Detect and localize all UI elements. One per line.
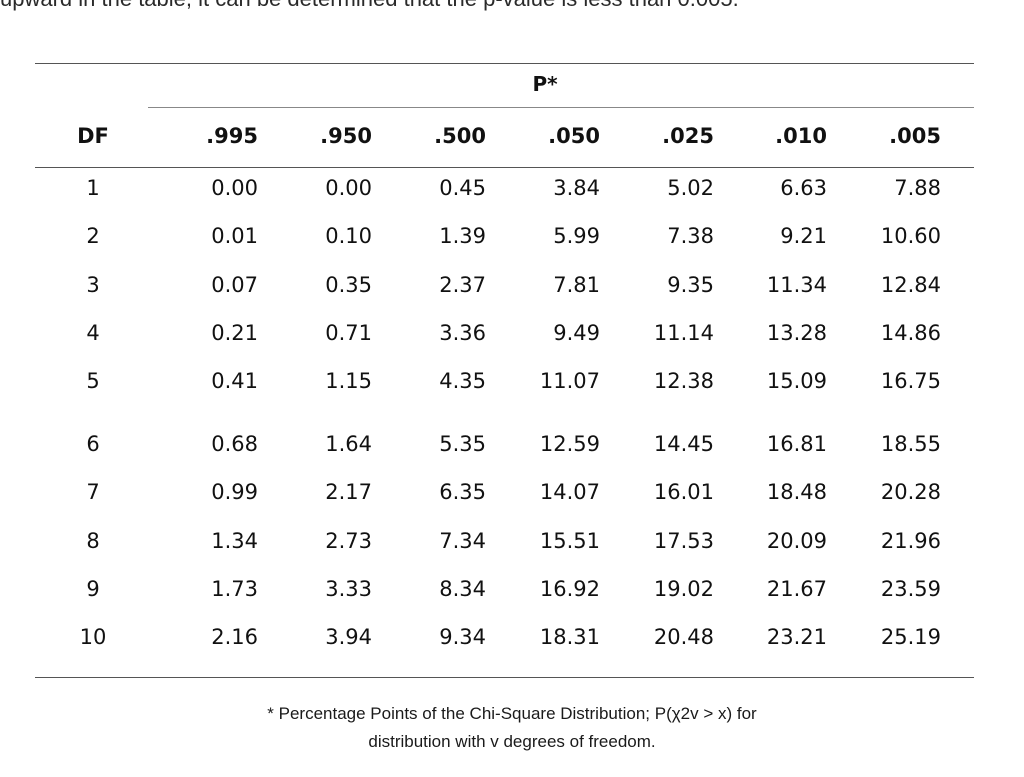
table-cell: 0.99 — [211, 480, 258, 504]
table-cell: 17.53 — [653, 529, 714, 553]
df-cell: 7 — [86, 480, 100, 504]
table-cell: 20.09 — [766, 529, 827, 553]
table-cell: 6.35 — [439, 480, 486, 504]
table-cell: 16.75 — [880, 369, 941, 393]
table-cell: 15.09 — [766, 369, 827, 393]
table-cell: 20.28 — [880, 480, 941, 504]
table-bottom-rule — [35, 677, 974, 678]
column-header-p: .025 — [662, 124, 714, 148]
table-cell: 18.55 — [880, 432, 941, 456]
table-cell: 16.01 — [653, 480, 714, 504]
df-cell: 5 — [86, 369, 100, 393]
table-cell: 25.19 — [880, 625, 941, 649]
table-cell: 10.60 — [880, 224, 941, 248]
header-rule — [35, 167, 974, 168]
table-cell: 0.21 — [211, 321, 258, 345]
table-cell: 0.01 — [211, 224, 258, 248]
table-cell: 11.14 — [653, 321, 714, 345]
table-cell: 16.92 — [539, 577, 600, 601]
table-cell: 1.73 — [211, 577, 258, 601]
df-cell: 1 — [86, 176, 100, 200]
table-cell: 11.34 — [766, 273, 827, 297]
table-cell: 12.84 — [880, 273, 941, 297]
table-cell: 18.31 — [539, 625, 600, 649]
df-cell: 4 — [86, 321, 100, 345]
table-cell: 9.49 — [553, 321, 600, 345]
table-cell: 1.39 — [439, 224, 486, 248]
column-header-p: .050 — [548, 124, 600, 148]
table-cell: 5.35 — [439, 432, 486, 456]
table-cell: 7.81 — [553, 273, 600, 297]
table-cell: 0.71 — [325, 321, 372, 345]
table-cell: 9.34 — [439, 625, 486, 649]
table-cell: 23.59 — [880, 577, 941, 601]
p-group-header: P* — [532, 72, 558, 96]
table-cell: 1.34 — [211, 529, 258, 553]
table-cell: 3.94 — [325, 625, 372, 649]
footnote-line-2: distribution with v degrees of freedom. — [368, 732, 656, 751]
table-cell: 7.88 — [894, 176, 941, 200]
table-cell: 9.35 — [667, 273, 714, 297]
table-cell: 5.02 — [667, 176, 714, 200]
df-cell: 10 — [79, 625, 107, 649]
table-cell: 12.38 — [653, 369, 714, 393]
table-cell: 16.81 — [766, 432, 827, 456]
table-cell: 4.35 — [439, 369, 486, 393]
table-cell: 14.86 — [880, 321, 941, 345]
table-cell: 0.45 — [439, 176, 486, 200]
p-group-rule — [148, 107, 974, 108]
table-top-rule — [35, 63, 974, 64]
table-cell: 0.00 — [325, 176, 372, 200]
df-cell: 9 — [86, 577, 100, 601]
table-cell: 21.96 — [880, 529, 941, 553]
table-cell: 3.84 — [553, 176, 600, 200]
table-cell: 3.33 — [325, 577, 372, 601]
table-cell: 0.07 — [211, 273, 258, 297]
table-cell: 5.99 — [553, 224, 600, 248]
table-cell: 6.63 — [780, 176, 827, 200]
table-cell: 23.21 — [766, 625, 827, 649]
table-cell: 18.48 — [766, 480, 827, 504]
table-cell: 2.37 — [439, 273, 486, 297]
table-cell: 3.36 — [439, 321, 486, 345]
table-cell: 9.21 — [780, 224, 827, 248]
table-cell: 0.68 — [211, 432, 258, 456]
df-cell: 6 — [86, 432, 100, 456]
table-cell: 1.64 — [325, 432, 372, 456]
footnote-line-1: * Percentage Points of the Chi-Square Di… — [267, 704, 757, 723]
table-cell: 1.15 — [325, 369, 372, 393]
table-cell: 19.02 — [653, 577, 714, 601]
column-header-df: DF — [77, 124, 109, 148]
table-cell: 20.48 — [653, 625, 714, 649]
table-cell: 13.28 — [766, 321, 827, 345]
table-cell: 2.73 — [325, 529, 372, 553]
df-cell: 2 — [86, 224, 100, 248]
column-header-p: .500 — [434, 124, 486, 148]
table-cell: 14.45 — [653, 432, 714, 456]
table-cell: 11.07 — [539, 369, 600, 393]
column-header-p: .005 — [889, 124, 941, 148]
column-header-p: .950 — [320, 124, 372, 148]
table-cell: 12.59 — [539, 432, 600, 456]
column-header-p: .010 — [775, 124, 827, 148]
table-cell: 0.00 — [211, 176, 258, 200]
table-cell: 7.34 — [439, 529, 486, 553]
table-cell: 0.41 — [211, 369, 258, 393]
table-cell: 7.38 — [667, 224, 714, 248]
column-header-p: .995 — [206, 124, 258, 148]
df-cell: 8 — [86, 529, 100, 553]
table-cell: 14.07 — [539, 480, 600, 504]
table-cell: 0.35 — [325, 273, 372, 297]
df-cell: 3 — [86, 273, 100, 297]
table-cell: 8.34 — [439, 577, 486, 601]
table-cell: 2.17 — [325, 480, 372, 504]
intro-text: upward in the table, it can be determine… — [0, 0, 1024, 12]
table-cell: 21.67 — [766, 577, 827, 601]
table-cell: 0.10 — [325, 224, 372, 248]
table-cell: 15.51 — [539, 529, 600, 553]
table-cell: 2.16 — [211, 625, 258, 649]
